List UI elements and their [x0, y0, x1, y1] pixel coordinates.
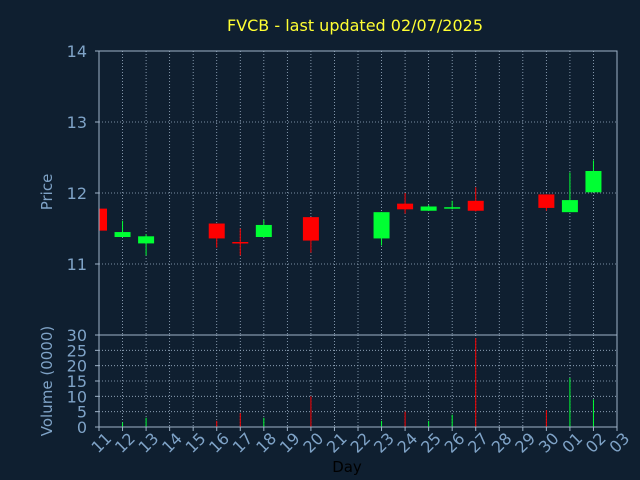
volume-tick-label: 30: [67, 326, 87, 345]
volume-tick-label: 10: [67, 387, 87, 406]
candle-17: [232, 228, 249, 256]
candle-body: [255, 224, 272, 238]
candle-body: [420, 206, 437, 211]
candle-body: [302, 217, 319, 241]
candle-body: [444, 207, 461, 209]
candle-12: [114, 220, 131, 238]
price-tick-label: 11: [67, 255, 87, 274]
candle-01: [561, 172, 578, 213]
candles: [98, 160, 602, 256]
candle-27: [467, 187, 484, 212]
volume-tick-label: 25: [67, 341, 87, 360]
candle-24: [397, 193, 414, 214]
candle-body: [138, 236, 155, 244]
candle-body: [99, 208, 107, 231]
volume-tick-label: 20: [67, 357, 87, 376]
candle-body: [114, 232, 131, 238]
candle-body: [467, 200, 484, 211]
candle-23: [373, 212, 390, 246]
candle-18: [255, 219, 272, 238]
volume-tick-label: 0: [77, 418, 87, 437]
candle-26: [444, 200, 461, 210]
candle-25: [420, 205, 437, 211]
candle-30: [538, 194, 555, 211]
price-tick-label: 13: [67, 113, 87, 132]
candle-20: [302, 217, 319, 253]
price-axis-label: Price: [38, 174, 56, 211]
x-axis-label: Day: [332, 458, 362, 476]
candle-body: [232, 241, 249, 244]
volume-tick-label: 5: [77, 403, 87, 422]
candle-body: [208, 223, 225, 239]
candle-02: [585, 160, 602, 193]
price-y-ticks: 11 12 13 14: [67, 42, 99, 274]
volume-grid: [99, 335, 617, 427]
chart-title: FVCB - last updated 02/07/2025: [227, 16, 483, 35]
candle-body: [373, 212, 390, 239]
price-tick-label: 14: [67, 42, 87, 61]
price-tick-label: 12: [67, 184, 87, 203]
candle-body: [397, 203, 414, 210]
candle-11: [98, 208, 107, 233]
volume-tick-label: 15: [67, 372, 87, 391]
candle-body: [561, 200, 578, 213]
candle-16: [208, 223, 225, 248]
volume-bars: [122, 338, 594, 427]
candle-body: [585, 170, 602, 193]
volume-axis-label: Volume (0000): [38, 326, 56, 436]
x-ticks: 1112131415161718192021222324252627282930…: [87, 427, 633, 457]
candle-13: [138, 234, 155, 256]
volume-panel-frame: [98, 334, 618, 428]
candle-body: [538, 194, 555, 208]
